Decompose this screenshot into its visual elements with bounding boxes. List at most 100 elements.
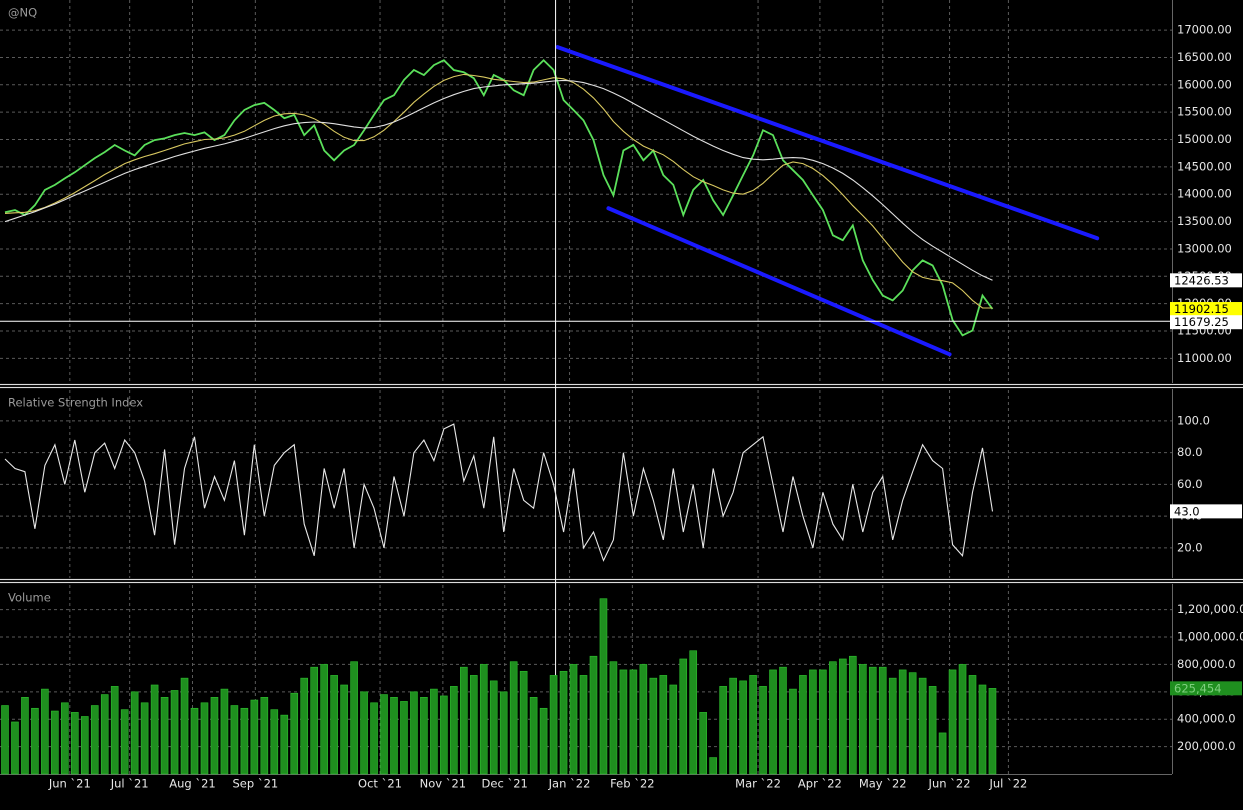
volume-bar — [489, 680, 498, 775]
volume-bar — [749, 675, 757, 775]
volume-bar — [360, 691, 368, 775]
x-tick-label: Apr `22 — [798, 777, 842, 791]
volume-bar — [410, 691, 418, 775]
volume-bar — [978, 684, 987, 775]
volume-bar — [579, 675, 588, 775]
volume-bar — [260, 697, 269, 775]
volume-bar — [769, 669, 777, 775]
volume-bar — [430, 688, 438, 775]
volume-bar — [509, 661, 518, 775]
volume-bar — [100, 694, 109, 775]
volume-bar — [479, 664, 488, 775]
volume-bar — [130, 691, 139, 775]
volume-bar — [140, 702, 149, 775]
volume-bar — [679, 658, 688, 775]
x-tick-label: Jun `22 — [928, 777, 971, 791]
y-tick-label: 16000.00 — [1177, 77, 1232, 91]
volume-bar — [270, 709, 279, 775]
volume-bar — [609, 661, 618, 775]
y-tick-label: 17000.00 — [1177, 23, 1232, 37]
x-tick-label: Nov `21 — [420, 777, 466, 791]
value-box-label: 11679.25 — [1174, 315, 1229, 329]
volume-bar — [390, 697, 398, 775]
x-tick-label: Oct `21 — [358, 777, 402, 791]
y-tick-label: 100.0 — [1177, 413, 1210, 427]
y-tick-label: 15000.00 — [1177, 132, 1232, 146]
value-box-label: 625,454 — [1174, 681, 1222, 695]
volume-bar — [839, 658, 847, 775]
volume-bar — [41, 688, 49, 775]
volume-bar — [280, 714, 289, 775]
x-tick-label: May `22 — [859, 777, 907, 791]
volume-bar — [11, 721, 19, 775]
volume-bar — [460, 666, 468, 775]
volume-bar — [569, 664, 578, 775]
volume-bar — [789, 688, 797, 775]
volume-bar — [709, 757, 717, 775]
volume-bar — [21, 697, 29, 775]
volume-bar — [61, 702, 69, 775]
x-tick-label: Aug `21 — [169, 777, 216, 791]
volume-bar — [729, 677, 737, 775]
panel-title: @NQ — [8, 6, 37, 20]
x-tick-label: Mar `22 — [735, 777, 781, 791]
volume-bar — [649, 677, 658, 775]
value-box — [1170, 504, 1242, 519]
volume-bar — [908, 672, 917, 775]
volume-bar — [120, 709, 129, 775]
y-tick-label: 13500.00 — [1177, 214, 1232, 228]
x-tick-label: Feb `22 — [610, 777, 654, 791]
volume-bar — [71, 712, 79, 775]
volume-bar — [549, 675, 558, 775]
volume-bar — [469, 675, 478, 775]
volume-bar — [450, 686, 458, 775]
y-tick-label: 60.0 — [1177, 477, 1203, 491]
y-tick-label: 80.0 — [1177, 445, 1203, 459]
volume-bar — [1, 705, 9, 775]
volume-bar — [589, 655, 598, 775]
y-tick-label: 800,000.0 — [1177, 657, 1236, 671]
value-box-label: 12426.53 — [1174, 273, 1229, 287]
series-line — [4, 423, 994, 562]
y-tick-label: 16500.00 — [1177, 50, 1232, 64]
volume-bar — [290, 692, 299, 775]
volume-bar — [210, 697, 219, 775]
volume-bar — [849, 655, 857, 775]
volume-bar — [400, 701, 408, 775]
y-tick-label: 1,000,000.0 — [1177, 630, 1243, 644]
volume-bar — [80, 716, 89, 775]
x-tick-label: Jul `22 — [988, 777, 1027, 791]
volume-bar — [928, 686, 937, 775]
x-tick-label: Sep `21 — [232, 777, 278, 791]
volume-bar — [220, 688, 229, 775]
value-box — [1170, 315, 1242, 330]
panel-separator — [0, 578, 1243, 584]
value-box — [1170, 681, 1242, 696]
volume-bar — [988, 688, 997, 775]
volume-bar — [759, 686, 767, 775]
value-box-label: 11902.15 — [1174, 302, 1229, 316]
volume-bar — [868, 666, 877, 775]
y-tick-label: 200,000.0 — [1177, 739, 1236, 753]
volume-bar — [809, 669, 817, 775]
series-line — [4, 73, 993, 309]
volume-bar — [370, 702, 378, 775]
volume-bar — [958, 664, 967, 775]
value-box — [1170, 273, 1242, 288]
volume-bar — [629, 669, 638, 775]
volume-bar — [160, 697, 169, 775]
value-box — [1170, 302, 1242, 317]
x-tick-label: Jul `21 — [110, 777, 149, 791]
x-tick-label: Jan `22 — [548, 777, 591, 791]
volume-bar — [539, 707, 548, 775]
volume-bar — [819, 669, 827, 775]
volume-bar — [240, 707, 249, 775]
volume-bar — [779, 666, 787, 775]
trendline — [606, 206, 952, 357]
volume-bar — [699, 712, 708, 775]
volume-bar — [310, 666, 318, 775]
y-tick-label: 14000.00 — [1177, 187, 1232, 201]
x-tick-label: Dec `21 — [482, 777, 528, 791]
volume-bar — [529, 697, 538, 775]
